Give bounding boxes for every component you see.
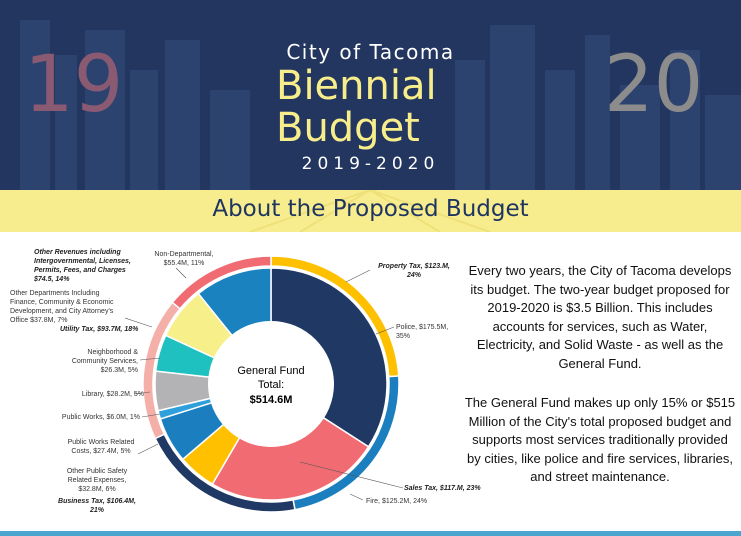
- label-fire: Fire, $125.2M, 24%: [366, 498, 428, 505]
- center-line1: General Fund: [237, 365, 304, 377]
- label-business-tax: Business Tax, $106.4M, 21%: [58, 498, 136, 514]
- city-name: City of Tacoma: [286, 40, 455, 64]
- label-property-tax: Property Tax, $123.M, 24%: [378, 263, 450, 279]
- label-other-revenues: Other Revenues including Intergovernment…: [34, 249, 131, 283]
- label-library: Library, $28.2M, 5%: [81, 391, 144, 398]
- general-fund-paragraph: The General Fund makes up only 15% or $5…: [464, 395, 736, 484]
- year-right: 20: [604, 40, 704, 130]
- label-public-works-related: Public Works Related Costs, $27.4M, 5%: [67, 439, 135, 455]
- center-line2: Total:: [258, 379, 284, 391]
- leader-lines: [124, 267, 404, 501]
- label-public-works: Public Works, $6.0M, 1%: [61, 414, 140, 421]
- chart-hole: [208, 321, 334, 447]
- label-police: Police, $175.5M, 35%: [396, 324, 449, 340]
- city-skyline: [20, 20, 741, 190]
- label-other-public-safety: Other Public Safety Related Expenses, $3…: [66, 468, 128, 493]
- title-budget: Budget: [276, 105, 420, 151]
- budget-years: 2019-2020: [301, 154, 440, 174]
- label-utility-tax: Utility Tax, $93.7M, 18%: [60, 326, 139, 333]
- label-other-departments: Other Departments Including Finance, Com…: [10, 290, 114, 324]
- title-biennial: Biennial: [276, 63, 437, 109]
- header-banner: 19 20 City of Tacoma Biennial Budget 201…: [0, 0, 741, 190]
- general-fund-chart: General Fund Total: $514.6M: [124, 255, 404, 513]
- bottom-strip: [0, 531, 741, 536]
- label-non-departmental: Non-Departmental, $55.4M, 11%: [154, 251, 214, 267]
- center-line3: $514.6M: [250, 394, 293, 406]
- year-left: 19: [24, 40, 124, 130]
- outer-ring-slice-4: [171, 255, 272, 310]
- intro-paragraph: Every two years, the City of Tacoma deve…: [468, 263, 732, 371]
- band-pattern: [249, 190, 491, 232]
- label-sales-tax: Sales Tax, $117.M, 23%: [404, 485, 481, 492]
- section-title: About the Proposed Budget: [212, 196, 529, 222]
- label-neighborhood: Neighborhood & Community Services, $26.3…: [71, 349, 138, 374]
- section-band: About the Proposed Budget: [0, 190, 741, 232]
